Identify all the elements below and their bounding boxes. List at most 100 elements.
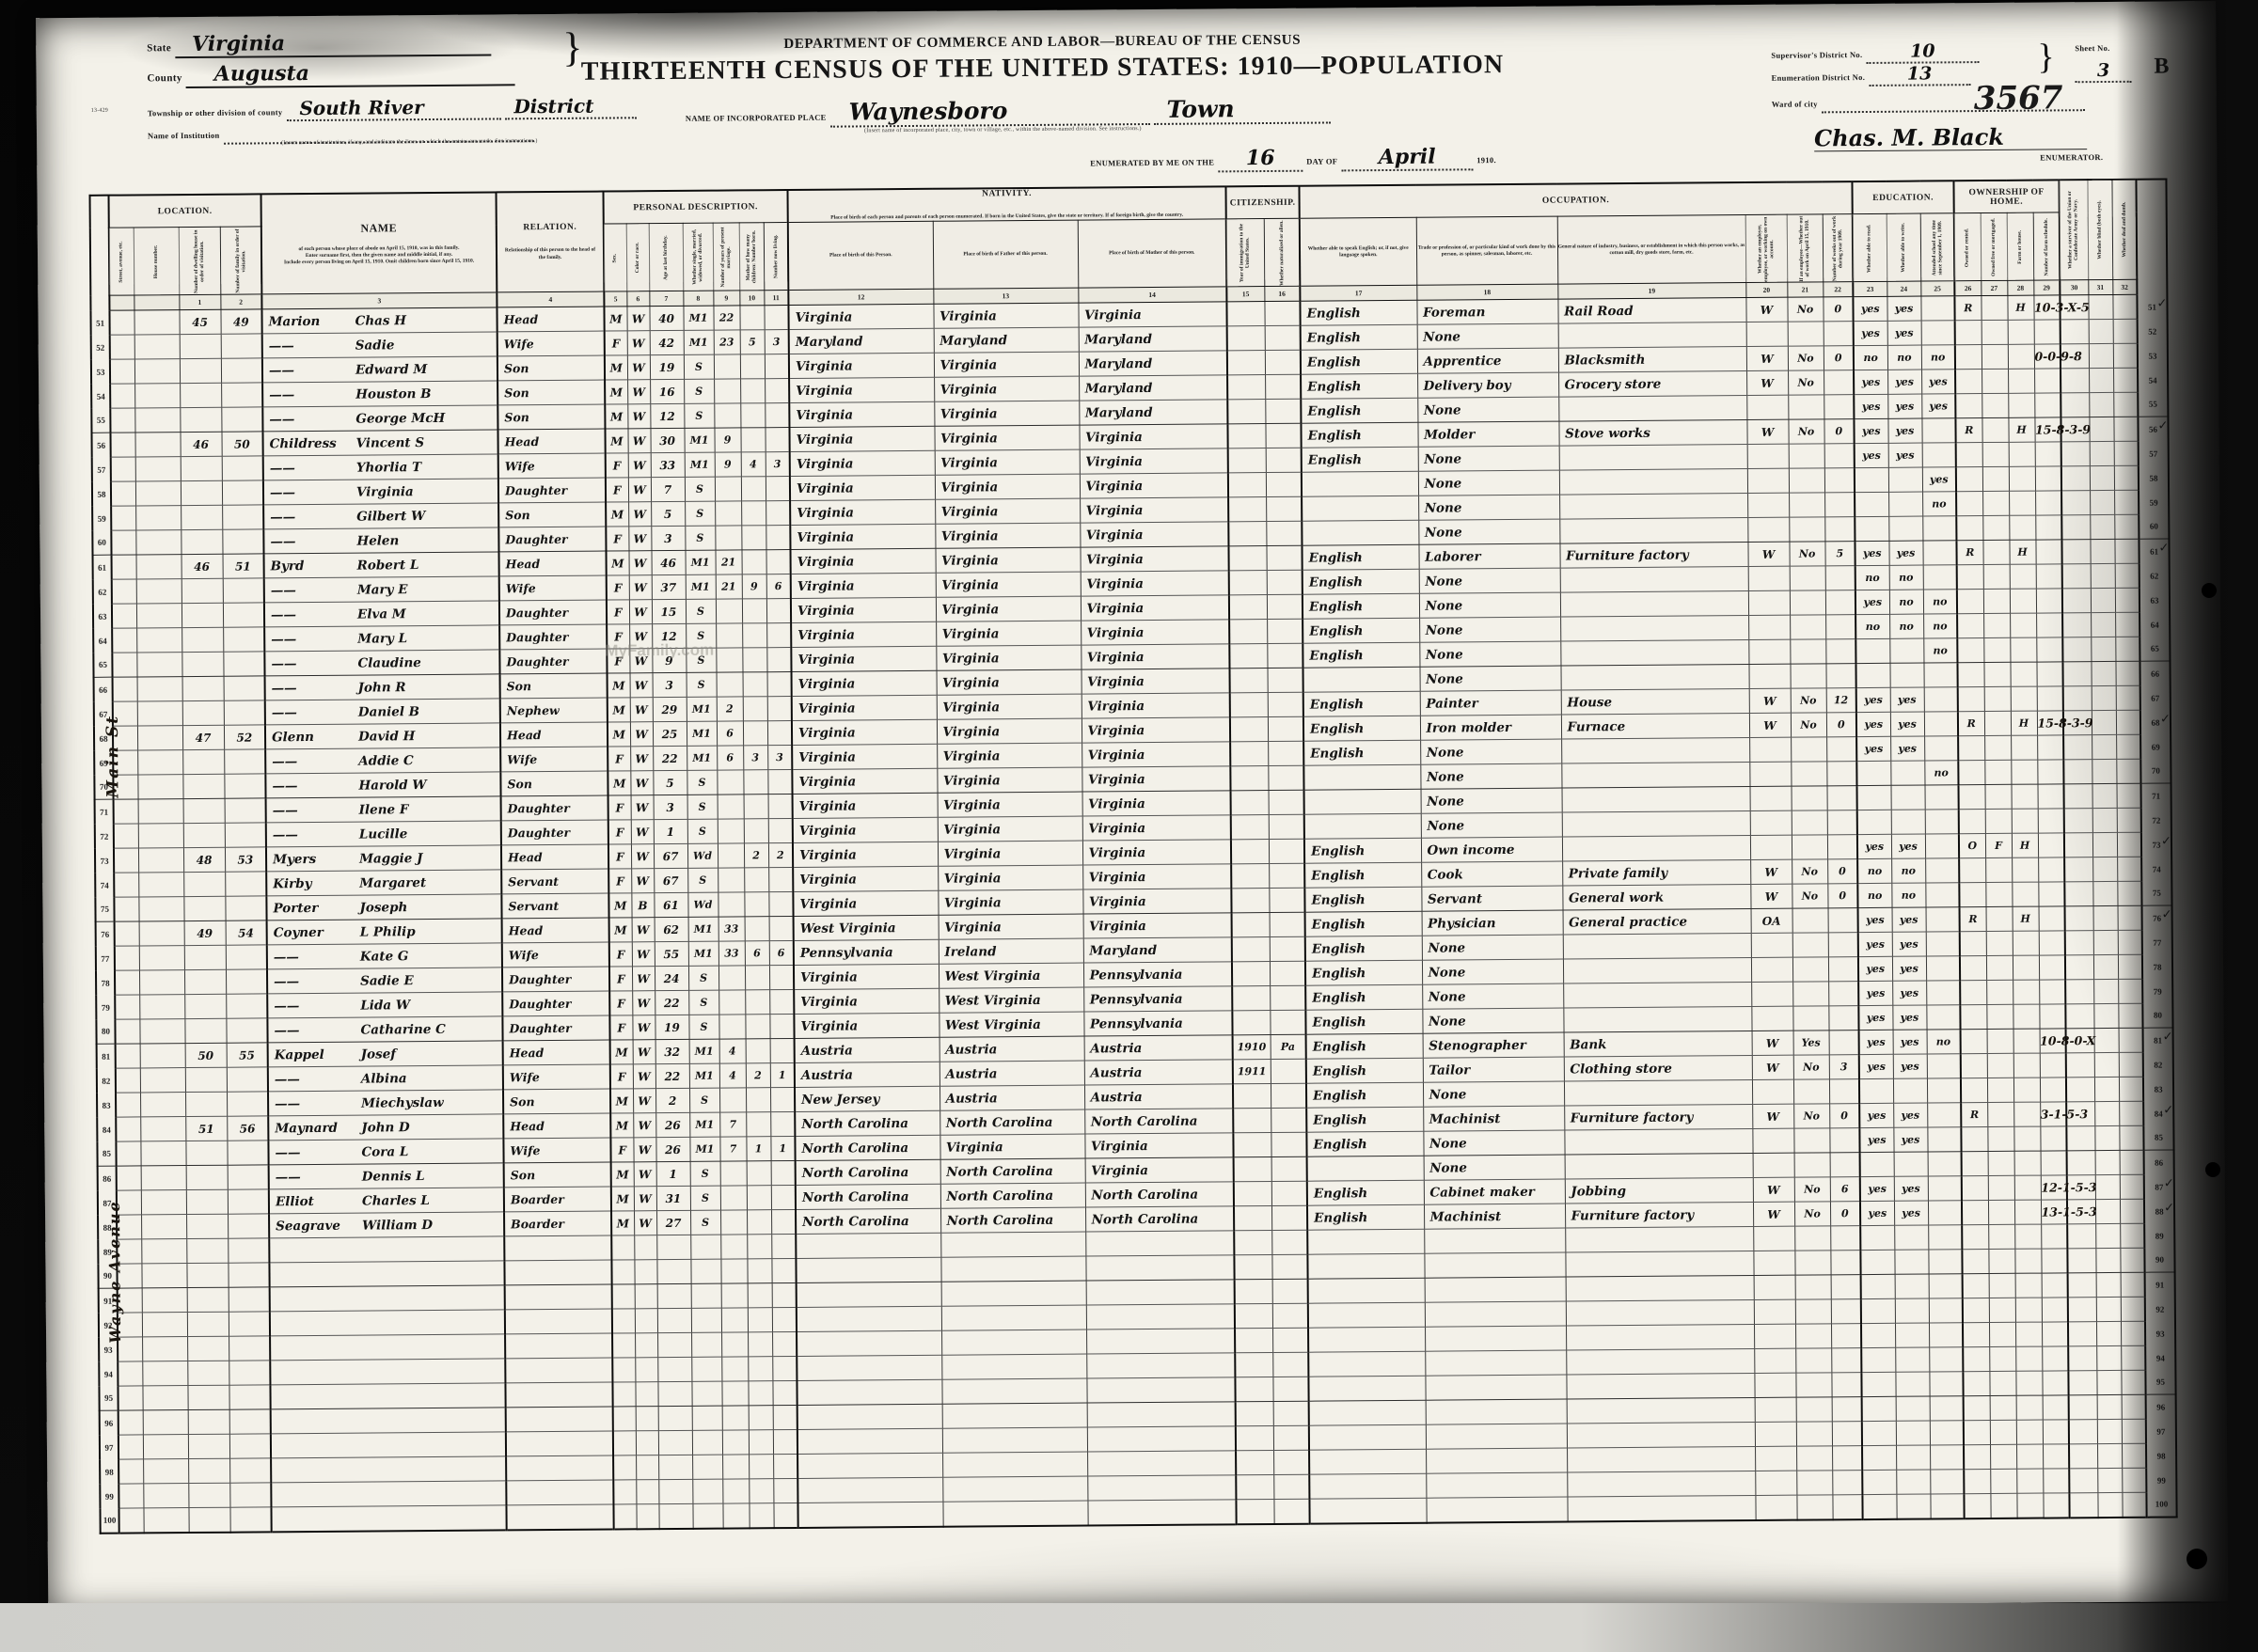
cell-age: 37 <box>651 574 686 600</box>
cell-fh <box>2012 882 2039 907</box>
cell-mar: M1 <box>689 1137 720 1162</box>
cell-cb <box>747 1258 772 1284</box>
group-name: NAME of each person whose place of abode… <box>261 192 497 295</box>
col-number-18: 18 <box>1416 284 1558 301</box>
cell-sched <box>2037 760 2064 785</box>
cell-imm <box>1228 545 1267 571</box>
cell-ind: Furniture factory <box>1564 1202 1754 1229</box>
cell-sch: no <box>1926 1029 1961 1055</box>
cell-ow: No <box>1793 1176 1830 1203</box>
cell-bld <box>2096 1370 2122 1395</box>
home-codes: 10-3-X-5 <box>2033 299 2090 315</box>
cell-own <box>1961 1126 1988 1152</box>
cell-mar: M1 <box>688 1063 719 1089</box>
cell-wr <box>1895 1396 1930 1422</box>
cell-fbp: Virginia <box>934 376 1080 402</box>
cell-eng: English <box>1303 740 1421 766</box>
home-codes: 15-8-3-9 <box>2037 715 2093 731</box>
cell-st <box>109 359 135 385</box>
cell-mrt <box>1989 1420 2017 1445</box>
cell-bp: Virginia <box>789 401 935 428</box>
cell-mbp <box>1085 1303 1236 1330</box>
cell-fbp: Virginia <box>935 572 1081 598</box>
cell-cl: W <box>631 941 655 967</box>
cell-lnR: 60 <box>2139 514 2170 540</box>
cell-mar: M1 <box>683 306 714 331</box>
cell-mrt <box>1984 735 2012 761</box>
cell-rd: yes <box>1856 834 1892 859</box>
surname: Marion <box>268 313 321 329</box>
cell-ln: 55 <box>91 408 111 433</box>
cell-cl: W <box>629 697 653 722</box>
cell-own <box>1955 466 1983 492</box>
cell-ow <box>1789 590 1826 616</box>
cell-sched <box>2043 1468 2070 1494</box>
cell-imm <box>1227 374 1266 400</box>
cell-bp: Austria <box>794 1037 940 1063</box>
cell-ow: Yes <box>1792 1030 1829 1056</box>
cell-hn <box>139 994 185 1020</box>
cell-clv <box>768 916 794 941</box>
cell-nat <box>1267 643 1303 669</box>
cell-sx: F <box>609 1063 633 1090</box>
given-name: Elva M <box>356 606 406 622</box>
cell-rel: Wife <box>500 747 608 773</box>
cell-bld <box>2090 490 2115 515</box>
cell-cl: W <box>628 501 652 527</box>
cell-lnR: 82 <box>2142 1052 2173 1078</box>
cell-nat <box>1265 448 1302 473</box>
surname <box>277 1498 364 1499</box>
cell-wk <box>1831 1421 1863 1446</box>
cell-nat <box>1264 325 1301 351</box>
cell-trd <box>1424 1301 1567 1328</box>
cell-bp <box>797 1404 942 1430</box>
cell-df <box>2118 1052 2143 1078</box>
surname: Kirby <box>273 875 312 891</box>
cell-mbp <box>1086 1377 1236 1404</box>
cell-trd: None <box>1420 739 1562 765</box>
cell-bp: North Carolina <box>795 1110 940 1137</box>
cell-nat <box>1266 570 1303 595</box>
cell-own <box>1964 1469 1991 1494</box>
cell-rel: Son <box>499 673 608 700</box>
cell-lnR: 55 <box>2138 392 2169 417</box>
cell-name <box>269 1236 505 1264</box>
cell-cb <box>748 1380 773 1407</box>
cell-wr: yes <box>1887 443 1922 468</box>
cell-ln: 94 <box>99 1361 118 1387</box>
cell-clv <box>766 549 791 574</box>
cell-emp <box>1750 933 1792 958</box>
cell-age <box>656 1235 691 1260</box>
cell-sx: M <box>607 721 631 747</box>
cell-sched <box>2042 1370 2069 1396</box>
cell-sx: M <box>610 1112 634 1139</box>
cell-age: 1 <box>653 819 687 844</box>
ed-line: Enumeration District No. 13 <box>1771 63 1971 87</box>
cell-st <box>113 824 138 849</box>
cell-vet <box>2061 490 2091 516</box>
cell-wk: 0 <box>1824 418 1855 445</box>
cell-clv <box>766 720 793 746</box>
cell-df <box>2120 1248 2145 1273</box>
surname: —— <box>275 1095 301 1111</box>
cell-nat <box>1266 496 1303 522</box>
cell-lnR: 87 ✓ <box>2143 1174 2174 1200</box>
cell-clv <box>769 1014 795 1039</box>
cell-rel <box>505 1431 614 1457</box>
cell-cl <box>635 1332 658 1358</box>
cell-imm <box>1227 448 1266 473</box>
cell-own <box>1964 1444 1991 1470</box>
cell-clv: 1 <box>770 1136 796 1161</box>
cell-cl <box>635 1381 658 1407</box>
cell-trd <box>1425 1326 1567 1352</box>
cell-wk <box>1831 1396 1862 1422</box>
cell-rd <box>1855 492 1889 517</box>
cell-ind <box>1565 1299 1754 1327</box>
cell-cb <box>744 965 770 991</box>
cell-age: 25 <box>652 721 687 747</box>
cell-clv <box>764 305 789 330</box>
surname: —— <box>274 973 300 989</box>
enumerator-label: ENUMERATOR. <box>2040 152 2104 163</box>
cell-eng <box>1307 1253 1425 1280</box>
cell-name <box>270 1408 506 1435</box>
